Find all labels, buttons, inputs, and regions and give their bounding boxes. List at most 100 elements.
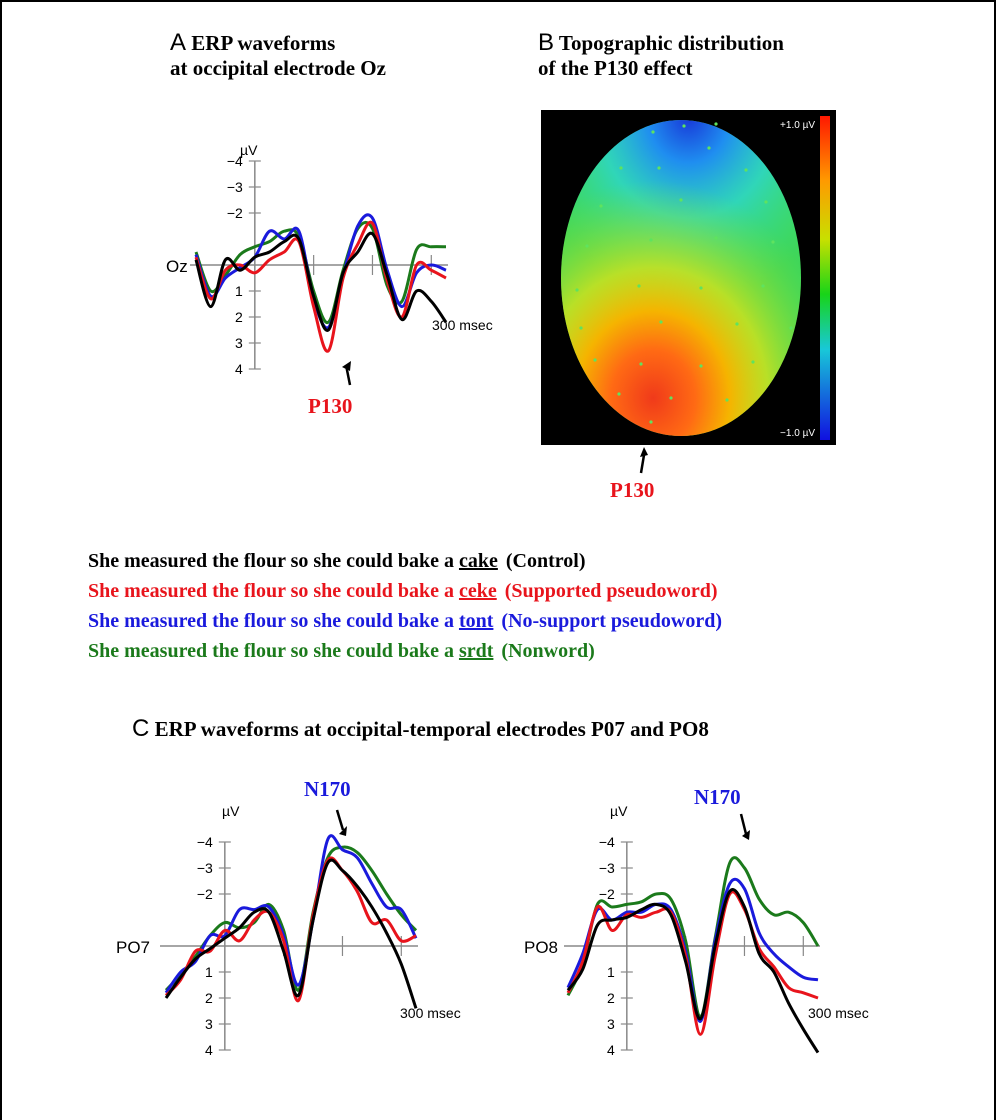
condition-prefix: She measured the flour so she could bake… bbox=[88, 580, 454, 602]
panel-a-arrow-head bbox=[342, 361, 351, 371]
panel-c-left-time-label: 300 msec bbox=[400, 1005, 461, 1021]
panel-c-left-y-tick-label: 1 bbox=[205, 964, 213, 980]
panel-c-right-y-tick-label: −2 bbox=[599, 886, 615, 902]
electrode-dot bbox=[599, 204, 603, 208]
panel-c-left-y-tick-label: −4 bbox=[197, 834, 213, 850]
condition-target-word: ceke bbox=[458, 580, 497, 602]
panel-b-peak-marker: P130 bbox=[610, 447, 654, 502]
panel-b-title-line1: Topographic distribution bbox=[558, 31, 784, 55]
panel-c-left-series-no-support-pseudoword bbox=[164, 834, 418, 994]
scale-min-label: −1.0 µV bbox=[780, 428, 815, 439]
panel-a-y-tick-label: −2 bbox=[227, 205, 243, 221]
panel-c-left-y-tick-label: 4 bbox=[205, 1042, 213, 1058]
panel-c-left-unit: µV bbox=[222, 803, 240, 819]
panel-a-series-nonword bbox=[194, 220, 447, 324]
condition-supported-pseudoword: She measured the flour so she could bake… bbox=[88, 580, 718, 603]
electrode-dot bbox=[761, 284, 765, 288]
panel-b-letter: B bbox=[538, 29, 555, 56]
electrode-dot bbox=[751, 360, 755, 364]
panel-c-right-peak-label: N170 bbox=[694, 785, 741, 809]
panel-c-right-y-tick-label: 1 bbox=[607, 964, 615, 980]
electrode-dot bbox=[579, 326, 583, 330]
panel-a-y-tick-label: −4 bbox=[227, 153, 243, 169]
condition-target-word: tont bbox=[458, 610, 494, 632]
electrode-dot bbox=[659, 320, 663, 324]
electrode-dot bbox=[725, 398, 729, 402]
panel-c-left-electrode: PO7 bbox=[116, 938, 150, 957]
panel-c-letter: C bbox=[132, 715, 150, 742]
electrode-dot bbox=[699, 364, 703, 368]
panel-c-right-y-tick-label: −4 bbox=[599, 834, 615, 850]
electrode-dot bbox=[649, 238, 653, 242]
panel-a-series-control bbox=[194, 231, 448, 332]
electrode-dot bbox=[639, 362, 643, 366]
panel-c-left-chart: −4 −3 −2 1 2 3 4 µV PO7 300 msec N170 bbox=[116, 777, 461, 1058]
panel-c-right-arrow-head bbox=[742, 830, 750, 840]
panel-a-unit: µV bbox=[240, 142, 258, 158]
condition-control: She measured the flour so she could bake… bbox=[88, 550, 585, 573]
electrode-dot bbox=[714, 236, 718, 240]
electrode-dot bbox=[657, 166, 661, 170]
electrode-dot bbox=[651, 130, 655, 134]
panel-c-title: C ERP waveforms at occipital-temporal el… bbox=[132, 716, 709, 742]
electrode-dot bbox=[735, 322, 739, 326]
color-scale-bar bbox=[820, 116, 830, 440]
panel-c-right-time-label: 300 msec bbox=[808, 1005, 869, 1021]
electrode-dot bbox=[669, 396, 673, 400]
condition-label: (Control) bbox=[505, 550, 586, 572]
panel-a-title-line2: at occipital electrode Oz bbox=[170, 56, 386, 80]
panel-c-right-y-tick-label: 4 bbox=[607, 1042, 615, 1058]
condition-prefix: She measured the flour so she could bake… bbox=[88, 640, 454, 662]
condition-target-word: srdt bbox=[458, 640, 494, 662]
electrode-dot bbox=[707, 146, 711, 150]
panel-c-right-y-tick-label: −3 bbox=[599, 860, 615, 876]
condition-prefix: She measured the flour so she could bake… bbox=[88, 610, 454, 632]
panel-c-left-y-tick-label: −2 bbox=[197, 886, 213, 902]
electrode-dots bbox=[575, 122, 793, 424]
panel-a-time-label: 300 msec bbox=[432, 317, 493, 333]
panel-c-right-y-tick-label: 2 bbox=[607, 990, 615, 1006]
panel-a-y-tick-label: 4 bbox=[235, 361, 243, 377]
panel-c-right-peak-arrow bbox=[739, 813, 748, 835]
panel-a-chart: −4 −3 −2 1 2 3 4 µV Oz 300 msec P130 bbox=[166, 142, 493, 418]
electrode-dot bbox=[714, 122, 718, 126]
panel-c-right-unit: µV bbox=[610, 803, 628, 819]
panel-b-title-line2: of the P130 effect bbox=[538, 56, 693, 80]
topographic-map: +1.0 µV −1.0 µV bbox=[541, 110, 836, 445]
electrode-dot bbox=[575, 288, 579, 292]
panel-c-right-y-tick-label: 3 bbox=[607, 1016, 615, 1032]
scale-max-label: +1.0 µV bbox=[780, 120, 815, 131]
condition-label: (Nonword) bbox=[501, 640, 595, 662]
panel-c-left-series-control bbox=[164, 858, 418, 1009]
panel-b-arrow-head bbox=[640, 447, 648, 457]
electrode-dot bbox=[679, 198, 683, 202]
panel-c-left-y-tick-label: −3 bbox=[197, 860, 213, 876]
panel-c-title-text: ERP waveforms at occipital-temporal elec… bbox=[154, 717, 709, 741]
panel-c-left-peak-arrow bbox=[335, 809, 345, 831]
panel-b-peak-arrow bbox=[639, 454, 646, 474]
condition-nonword: She measured the flour so she could bake… bbox=[88, 640, 595, 663]
electrode-dot bbox=[699, 286, 703, 290]
electrode-dot bbox=[771, 240, 775, 244]
electrode-dot bbox=[585, 244, 589, 248]
panel-a-title: A ERP waveforms at occipital electrode O… bbox=[170, 30, 386, 81]
panel-a-y-tick-label: −3 bbox=[227, 179, 243, 195]
electrode-dot bbox=[682, 124, 686, 128]
panel-a-peak-label: P130 bbox=[308, 394, 352, 418]
condition-label: (No-support pseudoword) bbox=[501, 610, 723, 632]
electrode-dot bbox=[593, 358, 597, 362]
condition-label: (Supported pseudoword) bbox=[504, 580, 718, 602]
condition-prefix: She measured the flour so she could bake… bbox=[88, 550, 454, 572]
panel-c-left-arrow-head bbox=[339, 826, 347, 836]
panel-c-right-series-control bbox=[566, 888, 820, 1054]
condition-nosupport-pseudoword: She measured the flour so she could bake… bbox=[88, 610, 722, 633]
panel-b-peak-label: P130 bbox=[610, 478, 654, 502]
panel-c-left-y-tick-label: 2 bbox=[205, 990, 213, 1006]
panel-c-right-electrode: PO8 bbox=[524, 938, 558, 957]
electrode-dot bbox=[619, 166, 623, 170]
electrode-dot bbox=[637, 284, 641, 288]
panel-a-electrode: Oz bbox=[166, 257, 188, 276]
electrode-dot bbox=[649, 420, 653, 424]
panel-a-y-tick-label: 2 bbox=[235, 309, 243, 325]
